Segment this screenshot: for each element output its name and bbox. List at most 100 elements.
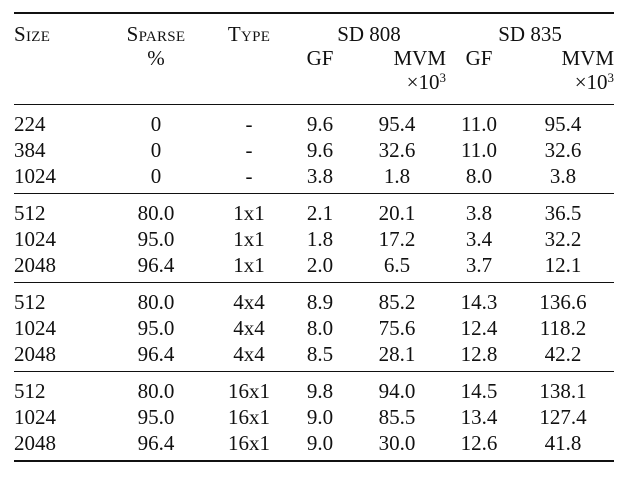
col-header-mvm-unit-808: ×103 — [348, 70, 446, 105]
cell-mvm-808: 20.1 — [378, 201, 416, 225]
cell-gf-808: 2.1 — [306, 201, 334, 225]
cell-type: 16x1 — [228, 379, 270, 403]
cell-gf-835: 11.0 — [461, 138, 497, 162]
cell-mvm-808: 85.5 — [378, 405, 416, 429]
cell-size: 1024 — [14, 227, 56, 251]
cell-gf-808: 8.5 — [306, 342, 334, 366]
mvm-unit-exp: 3 — [607, 70, 615, 85]
cell-type: 4x4 — [233, 316, 265, 340]
cell-gf-835: 14.3 — [460, 290, 498, 314]
cell-mvm-835: 36.5 — [544, 201, 582, 225]
table-row: 384 0 - 9.6 32.6 11.0 32.6 — [14, 137, 614, 163]
cell-size: 2048 — [14, 253, 56, 277]
cell-gf-808: 1.8 — [306, 227, 334, 251]
cell-type: - — [245, 112, 253, 136]
header-empty — [446, 70, 512, 105]
header-empty — [206, 46, 292, 70]
cell-sparse: 80.0 — [137, 379, 175, 403]
cell-sparse: 0 — [150, 138, 162, 162]
mvm-unit-exp: 3 — [439, 70, 447, 85]
cell-mvm-835: 95.4 — [544, 112, 582, 136]
cell-size: 1024 — [14, 316, 56, 340]
col-header-mvm-unit-835: ×103 — [512, 70, 614, 105]
col-header-size: Size — [14, 22, 51, 46]
mvm-unit-prefix: ×10 — [574, 70, 608, 94]
cell-gf-808: 3.8 — [306, 164, 334, 188]
col-group-sd808: SD 808 — [337, 22, 401, 46]
cell-type: - — [245, 138, 253, 162]
header-row-1: Size Sparse Type SD 808 SD 835 — [14, 13, 615, 46]
cell-mvm-808: 32.6 — [378, 138, 416, 162]
table-row: 2048 96.4 16x1 9.0 30.0 12.6 41.8 — [14, 430, 615, 461]
cell-mvm-808: 85.2 — [378, 290, 416, 314]
cell-sparse: 0 — [150, 112, 162, 136]
cell-gf-835: 3.7 — [465, 253, 493, 277]
cell-size: 224 — [14, 112, 46, 136]
cell-gf-835: 13.4 — [460, 405, 498, 429]
table-row: 1024 95.0 1x1 1.8 17.2 3.4 32.2 — [14, 226, 614, 252]
table-header: Size Sparse Type SD 808 SD 835 % GF MVM … — [14, 13, 615, 105]
cell-gf-835: 3.8 — [465, 201, 493, 225]
cell-size: 512 — [14, 201, 46, 225]
cell-type: 16x1 — [228, 431, 270, 455]
cell-sparse: 95.0 — [137, 316, 175, 340]
header-empty — [106, 70, 206, 105]
col-header-sparse-unit: % — [147, 46, 165, 70]
cell-gf-808: 9.8 — [306, 379, 334, 403]
cell-mvm-808: 6.5 — [383, 253, 411, 277]
cell-gf-835: 14.5 — [460, 379, 498, 403]
cell-gf-835: 12.8 — [460, 342, 498, 366]
cell-size: 2048 — [14, 342, 56, 366]
cell-gf-808: 2.0 — [306, 253, 334, 277]
cell-mvm-808: 94.0 — [378, 379, 416, 403]
cell-size: 512 — [14, 290, 46, 314]
cell-gf-835: 8.0 — [465, 164, 493, 188]
cell-mvm-835: 32.6 — [544, 138, 582, 162]
cell-type: 1x1 — [233, 201, 265, 225]
cell-sparse: 0 — [150, 164, 162, 188]
table-row: 1024 95.0 16x1 9.0 85.5 13.4 127.4 — [14, 404, 614, 430]
cell-gf-808: 9.0 — [306, 431, 334, 455]
table-row: 2048 96.4 4x4 8.5 28.1 12.8 42.2 — [14, 341, 614, 372]
cell-gf-808: 8.0 — [306, 316, 334, 340]
cell-size: 1024 — [14, 164, 56, 188]
cell-sparse: 96.4 — [137, 431, 175, 455]
cell-type: 1x1 — [233, 227, 265, 251]
cell-gf-808: 8.9 — [306, 290, 334, 314]
cell-mvm-835: 42.2 — [544, 342, 582, 366]
table-row: 512 80.0 1x1 2.1 20.1 3.8 36.5 — [14, 193, 615, 227]
cell-size: 2048 — [14, 431, 56, 455]
mvm-unit-prefix: ×10 — [406, 70, 440, 94]
col-header-mvm-808: MVM — [393, 46, 447, 70]
cell-mvm-808: 17.2 — [378, 227, 416, 251]
cell-size: 384 — [14, 138, 46, 162]
header-row-3: ×103 ×103 — [14, 70, 614, 105]
cell-mvm-835: 118.2 — [539, 316, 587, 340]
table-row: 512 80.0 16x1 9.8 94.0 14.5 138.1 — [14, 371, 615, 405]
cell-mvm-835: 138.1 — [539, 379, 587, 403]
table-row: 1024 0 - 3.8 1.8 8.0 3.8 — [14, 163, 614, 194]
cell-mvm-808: 30.0 — [378, 431, 416, 455]
col-header-gf-808: GF — [306, 46, 334, 70]
cell-mvm-835: 32.2 — [544, 227, 582, 251]
cell-gf-835: 12.6 — [460, 431, 498, 455]
cell-mvm-835: 136.6 — [539, 290, 587, 314]
cell-type: 16x1 — [228, 405, 270, 429]
cell-mvm-835: 3.8 — [549, 164, 577, 188]
table-row: 2048 96.4 1x1 2.0 6.5 3.7 12.1 — [14, 252, 614, 283]
cell-gf-835: 3.4 — [465, 227, 493, 251]
cell-gf-808: 9.6 — [306, 112, 334, 136]
cell-type: 4x4 — [233, 290, 265, 314]
table-row: 224 0 - 9.6 95.4 11.0 95.4 — [14, 104, 615, 138]
header-row-2: % GF MVM GF MVM — [14, 46, 614, 70]
col-header-sparse: Sparse — [126, 22, 186, 46]
cell-sparse: 80.0 — [137, 290, 175, 314]
cell-mvm-808: 95.4 — [378, 112, 416, 136]
cell-sparse: 80.0 — [137, 201, 175, 225]
cell-type: 4x4 — [233, 342, 265, 366]
table-body: 224 0 - 9.6 95.4 11.0 95.4 384 0 - 9.6 32.6 11.0 32.6… — [14, 104, 615, 461]
cell-mvm-808: 1.8 — [383, 164, 411, 188]
cell-size: 1024 — [14, 405, 56, 429]
col-group-sd835: SD 835 — [498, 22, 562, 46]
cell-mvm-835: 41.8 — [544, 431, 582, 455]
